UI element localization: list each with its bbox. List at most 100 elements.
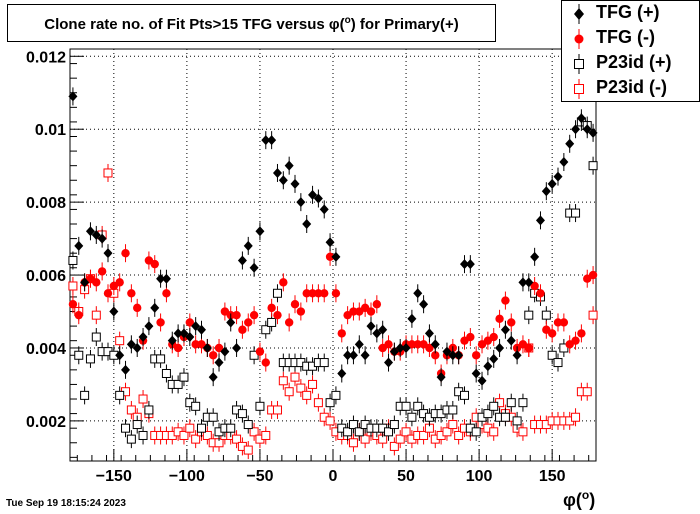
- data-point-tfg: [68, 87, 78, 106]
- data-point-p23id: [185, 419, 195, 438]
- data-point-tfg: [559, 153, 569, 172]
- data-point-p23id: [395, 430, 405, 449]
- data-point-tfg: [179, 324, 189, 343]
- legend-item-tfg-minus: TFG (-): [562, 27, 700, 52]
- chart-title-post: ) for Primary(+): [350, 16, 459, 33]
- data-point-p23id: [384, 422, 394, 441]
- data-point-tfg: [577, 324, 586, 343]
- data-point-p23id: [348, 415, 358, 434]
- data-point-tfg: [565, 134, 575, 153]
- data-point-tfg: [530, 276, 539, 295]
- data-point-p23id: [173, 375, 183, 394]
- data-point-tfg: [290, 174, 300, 193]
- data-point-p23id: [547, 346, 557, 365]
- data-point-tfg: [547, 174, 557, 193]
- data-point-tfg: [343, 346, 353, 365]
- data-point-tfg: [255, 342, 265, 361]
- data-point-tfg: [395, 338, 405, 357]
- data-point-tfg: [501, 291, 510, 310]
- data-point-p23id: [243, 441, 253, 460]
- data-point-p23id: [68, 276, 78, 295]
- data-point-p23id: [419, 426, 429, 445]
- legend-label-tfg-minus: TFG (-): [596, 27, 655, 47]
- data-point-tfg: [132, 338, 142, 357]
- data-point-tfg: [424, 324, 434, 343]
- data-point-p23id: [518, 422, 528, 441]
- data-point-p23id: [308, 375, 318, 394]
- data-point-tfg: [419, 295, 429, 314]
- data-point-p23id: [80, 386, 90, 405]
- data-point-p23id: [524, 306, 534, 325]
- data-point-p23id: [325, 411, 335, 430]
- data-point-tfg: [518, 273, 528, 292]
- data-point-tfg: [156, 313, 165, 332]
- data-point-tfg: [191, 335, 200, 354]
- data-point-tfg: [553, 313, 563, 332]
- data-point-tfg: [524, 273, 534, 292]
- data-point-tfg: [261, 353, 270, 372]
- x-tick-label: 100: [466, 468, 493, 485]
- x-tick-label: −150: [96, 468, 132, 485]
- data-point-tfg: [237, 251, 247, 270]
- data-point-tfg: [349, 302, 358, 321]
- data-point-p23id: [483, 404, 493, 423]
- data-point-tfg: [150, 298, 160, 317]
- data-point-tfg: [354, 335, 364, 354]
- data-point-p23id: [191, 430, 201, 449]
- chart-title-phi: φ(: [328, 16, 345, 33]
- data-point-p23id: [68, 251, 78, 270]
- data-point-p23id: [348, 433, 358, 452]
- data-point-tfg: [372, 295, 382, 314]
- data-point-tfg: [337, 364, 347, 383]
- data-point-p23id: [389, 437, 399, 456]
- data-point-tfg: [244, 313, 253, 332]
- data-markers: [68, 87, 598, 460]
- y-tick-label: 0.002: [26, 414, 66, 431]
- data-point-tfg: [296, 193, 306, 212]
- data-point-p23id: [413, 397, 423, 416]
- data-point-tfg: [255, 222, 265, 241]
- data-point-tfg: [232, 338, 242, 357]
- data-point-p23id: [126, 430, 136, 449]
- data-point-tfg: [126, 335, 136, 354]
- data-point-p23id: [331, 386, 341, 405]
- chart-title: Clone rate no. of Fit Pts>15 TFG versus …: [8, 15, 495, 33]
- data-point-tfg: [331, 247, 341, 266]
- data-point-tfg: [471, 346, 481, 365]
- x-axis-label: φ(o): [563, 488, 596, 510]
- title-box: Clone rate no. of Fit Pts>15 TFG versus …: [7, 4, 496, 42]
- data-point-tfg: [495, 338, 505, 357]
- data-point-p23id: [144, 400, 154, 419]
- data-point-tfg: [167, 331, 177, 350]
- data-point-tfg: [506, 331, 516, 350]
- data-point-p23id: [179, 426, 189, 445]
- data-point-tfg: [296, 302, 306, 321]
- x-tick-label: −50: [246, 468, 273, 485]
- data-point-tfg: [448, 346, 458, 365]
- data-point-tfg: [261, 131, 271, 150]
- data-point-p23id: [582, 382, 592, 401]
- data-point-tfg: [302, 215, 312, 234]
- open-square-red-marker-icon: [574, 79, 584, 99]
- grid-lines: [70, 49, 596, 461]
- data-point-p23id: [343, 422, 353, 441]
- data-point-tfg: [378, 320, 388, 339]
- data-point-p23id: [161, 364, 171, 383]
- data-point-tfg: [471, 364, 481, 383]
- data-point-p23id: [249, 422, 259, 441]
- data-point-tfg: [284, 156, 294, 175]
- data-point-tfg: [407, 309, 417, 328]
- data-point-tfg: [389, 342, 399, 361]
- data-point-tfg: [576, 109, 586, 128]
- data-point-tfg: [249, 306, 259, 325]
- data-point-tfg: [267, 298, 276, 317]
- data-point-p23id: [471, 422, 481, 441]
- data-point-p23id: [460, 386, 469, 405]
- data-point-p23id: [284, 382, 294, 401]
- x-axis-label-symbol: φ: [563, 490, 576, 510]
- data-point-tfg: [232, 306, 241, 325]
- data-point-tfg: [524, 338, 533, 357]
- data-point-p23id: [261, 426, 271, 445]
- data-point-tfg: [97, 229, 107, 248]
- data-point-tfg: [214, 353, 224, 372]
